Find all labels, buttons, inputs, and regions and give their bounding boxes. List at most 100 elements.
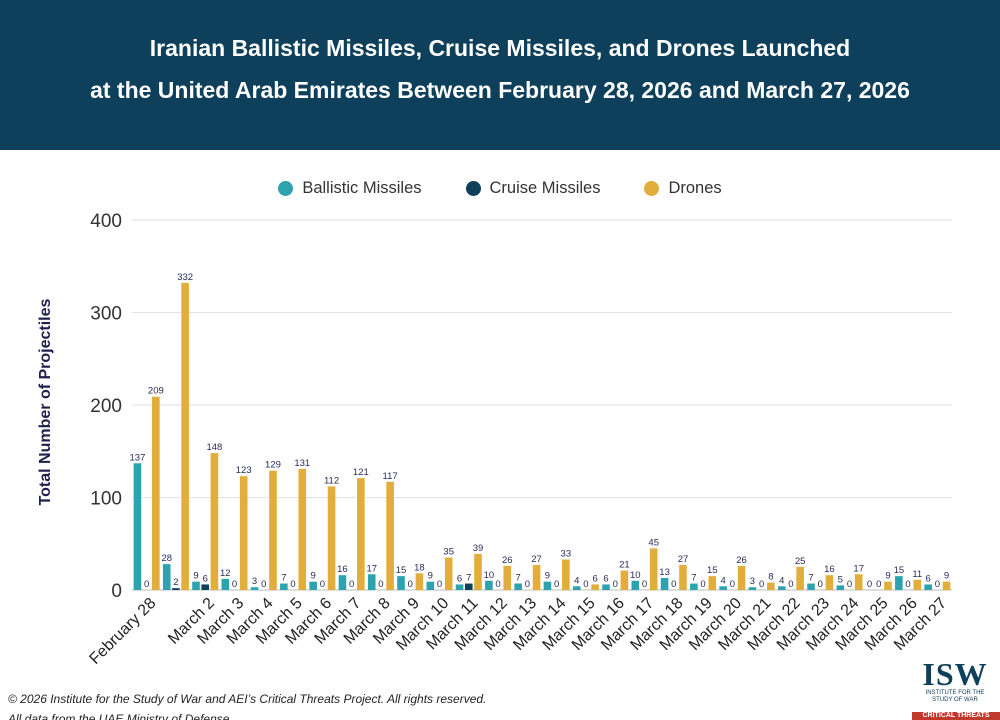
bar-ballistic	[660, 577, 669, 590]
data-label-cruise: 0	[759, 579, 764, 590]
y-tick-label: 100	[90, 489, 122, 510]
data-label-ballistic: 10	[484, 570, 495, 581]
data-label-ballistic: 6	[457, 573, 462, 584]
bar-drones	[737, 565, 746, 590]
bar-cruise	[172, 588, 180, 590]
bar-ballistic	[719, 586, 727, 590]
data-label-cruise: 0	[290, 579, 295, 590]
bar-drones	[386, 481, 394, 590]
bar-drones	[298, 468, 307, 590]
bar-drones	[913, 579, 922, 590]
y-tick-label: 0	[111, 581, 122, 602]
data-label-ballistic: 9	[545, 571, 550, 582]
y-axis: 0 100 200 300 400	[90, 211, 122, 602]
bar-ballistic	[807, 583, 815, 590]
isw-logo: ISW INSTITUTE FOR THE STUDY OF WAR CRITI…	[910, 658, 1000, 720]
data-label-ballistic: 28	[161, 553, 172, 564]
data-label-ballistic: 13	[659, 567, 670, 578]
data-label-cruise: 2	[173, 577, 178, 588]
data-label-ballistic: 3	[252, 576, 257, 587]
legend-label-cruise: Cruise Missiles	[489, 178, 601, 197]
bar-drones	[210, 453, 219, 590]
bar-cruise	[464, 583, 473, 590]
data-label-ballistic: 4	[721, 575, 726, 586]
data-label-ballistic: 6	[926, 573, 931, 584]
bar-ballistic	[543, 581, 552, 590]
legend-swatch-drones	[644, 180, 660, 196]
data-label-drones: 117	[383, 471, 398, 482]
legend-item-cruise: Cruise Missiles	[465, 176, 601, 200]
data-label-drones: 8	[768, 572, 773, 583]
bar-ballistic	[133, 463, 142, 590]
data-label-ballistic: 0	[867, 579, 872, 590]
data-label-drones: 26	[736, 555, 747, 566]
bar-drones	[884, 581, 892, 590]
bar-ballistic	[572, 586, 581, 590]
data-label-cruise: 0	[700, 579, 705, 590]
y-tick-label: 300	[90, 304, 122, 325]
data-label-ballistic: 4	[574, 575, 579, 586]
data-label-drones: 11	[912, 569, 922, 580]
x-tick-label: February 28	[86, 595, 159, 668]
data-label-cruise: 0	[437, 579, 442, 590]
bar-ballistic	[309, 581, 317, 590]
bar-drones	[357, 478, 365, 590]
bar-ballistic	[777, 586, 786, 590]
copyright-note: © 2026 Institute for the Study of War an…	[8, 692, 487, 706]
data-label-ballistic: 7	[808, 573, 813, 584]
bar-ballistic	[192, 581, 200, 590]
isw-logo-sub2: STUDY OF WAR	[932, 697, 978, 703]
bar-drones	[152, 396, 160, 590]
bar-drones	[854, 574, 863, 590]
data-label-drones: 129	[265, 460, 281, 471]
bar-ballistic	[748, 587, 757, 590]
bar-drones	[767, 582, 775, 590]
data-label-ballistic: 10	[630, 570, 641, 581]
legend-label-ballistic: Ballistic Missiles	[302, 178, 422, 197]
bar-drones	[415, 573, 424, 590]
legend-swatch-ballistic	[278, 180, 294, 196]
bar-drones	[825, 575, 834, 590]
data-label-cruise: 0	[349, 579, 354, 590]
data-label-cruise: 0	[232, 579, 237, 590]
data-label-cruise: 0	[613, 579, 618, 590]
data-label-drones: 18	[414, 562, 425, 573]
data-label-ballistic: 9	[193, 571, 198, 582]
data-label-drones: 45	[648, 537, 659, 548]
bar-ballistic	[367, 574, 376, 590]
title-banner: Iranian Ballistic Missiles, Cruise Missi…	[0, 0, 1000, 150]
data-label-cruise: 0	[876, 579, 881, 590]
data-label-drones: 33	[561, 548, 572, 559]
data-label-drones: 6	[592, 573, 597, 584]
bar-ballistic	[514, 583, 522, 590]
data-label-cruise: 0	[730, 579, 735, 590]
data-label-ballistic: 4	[779, 575, 784, 586]
data-label-cruise: 6	[203, 573, 208, 584]
data-label-drones: 21	[619, 560, 630, 571]
bar-ballistic	[397, 576, 405, 590]
data-label-cruise: 0	[847, 579, 852, 590]
data-label-drones: 27	[678, 554, 689, 565]
data-label-ballistic: 16	[337, 564, 348, 575]
ctp-logo: CRITICAL THREATS	[912, 712, 1000, 720]
data-label-ballistic: 6	[603, 573, 608, 584]
legend-item-ballistic: Ballistic Missiles	[278, 176, 422, 200]
isw-logo-text: ISW	[922, 656, 988, 692]
data-label-ballistic: 9	[311, 571, 316, 582]
bar-ballistic	[221, 578, 230, 590]
bar-drones	[679, 565, 687, 590]
data-label-drones: 26	[502, 555, 513, 566]
data-label-drones: 17	[853, 563, 864, 574]
data-label-cruise: 0	[554, 579, 559, 590]
bar-ballistic	[895, 576, 903, 590]
bar-ballistic	[836, 585, 845, 590]
bar-ballistic	[250, 587, 259, 590]
data-label-drones: 112	[324, 475, 339, 486]
chart-title-line-1: Iranian Ballistic Missiles, Cruise Missi…	[149, 35, 851, 61]
legend-item-drones: Drones	[644, 176, 722, 200]
y-tick-label: 400	[90, 211, 122, 232]
data-label-cruise: 0	[320, 579, 325, 590]
bar-drones	[269, 470, 277, 590]
data-label-cruise: 0	[671, 579, 676, 590]
